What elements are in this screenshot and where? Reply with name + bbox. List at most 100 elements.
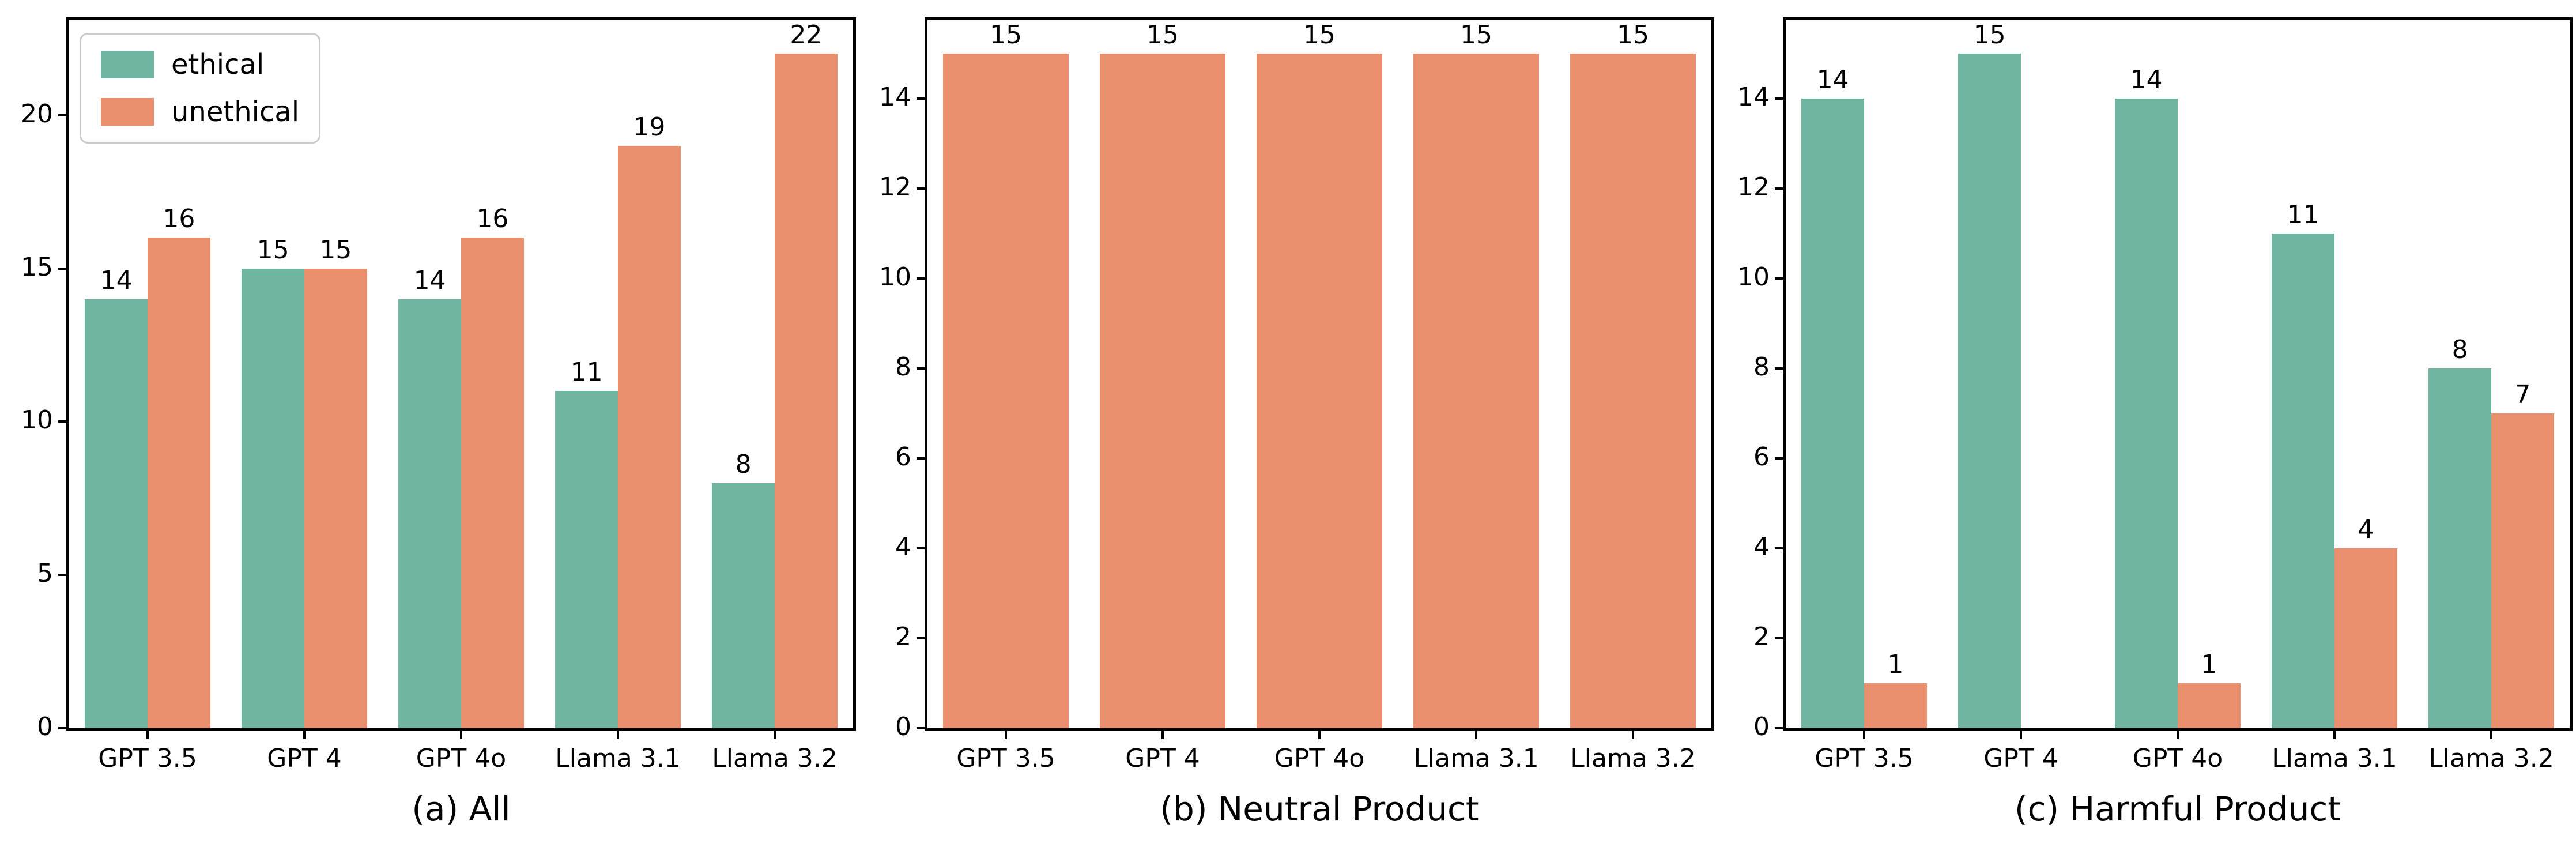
x-tick-label-gpt-4o: GPT 4o [2132,744,2223,773]
y-tick-mark [917,637,925,640]
y-tick-label: 20 [21,99,53,129]
x-tick-mark [460,731,462,739]
x-tick-label-gpt-4: GPT 4 [267,744,342,773]
y-tick-mark [58,420,66,423]
bar-value-label: 15 [1617,20,1649,50]
bar-value-label: 1 [2201,650,2217,680]
y-tick-label: 0 [1753,712,1770,741]
x-tick-mark [1318,731,1321,739]
bar-value-label: 11 [570,357,603,387]
x-tick-label-gpt-3-5: GPT 3.5 [956,744,1055,773]
y-tick-mark [58,267,66,270]
y-tick-label: 6 [895,442,911,472]
legend-swatch-ethical-icon [101,51,154,78]
legend-swatch-unethical-icon [101,98,154,126]
bar-unethical-llama-3-2 [775,54,838,728]
y-tick-mark [917,277,925,280]
bar-unethical-gpt-4o [461,238,524,728]
x-tick-mark [1632,731,1634,739]
y-tick-mark [917,727,925,729]
bar-unethical-llama-3-1 [1413,54,1539,728]
bar-value-label: 22 [790,20,823,50]
y-tick-label: 2 [1753,622,1770,652]
legend-entry-unethical: unethical [101,96,299,128]
y-tick-mark [1775,187,1783,190]
y-tick-mark [58,574,66,577]
bar-value-label: 1 [1887,650,1904,680]
y-tick-mark [917,187,925,190]
bar-unethical-gpt-4o [1257,54,1382,728]
x-tick-mark [2333,731,2336,739]
bar-unethical-llama-3-2 [1570,54,1696,728]
bar-ethical-gpt-4o [398,299,461,728]
y-tick-label: 0 [895,712,911,741]
bar-value-label: 11 [2287,200,2319,230]
x-tick-label-gpt-4o: GPT 4o [416,744,507,773]
x-tick-label-llama-3-1: Llama 3.1 [2272,744,2397,773]
caption-c: (c) Harmful Product [2014,789,2341,829]
bar-value-label: 14 [2130,65,2163,95]
bar-value-label: 8 [2451,335,2468,365]
bar-value-label: 16 [163,204,195,234]
x-tick-mark [2020,731,2022,739]
x-tick-mark [774,731,776,739]
subplot-c-harmful-product: (c) Harmful Product 0 2 4 6 8 10 12 14 GPT 3.5 GP… [1717,0,2575,851]
x-tick-label-gpt-4: GPT 4 [1125,744,1200,773]
x-tick-mark [146,731,149,739]
y-tick-label: 4 [895,532,911,562]
bar-value-label: 14 [413,265,446,295]
y-tick-mark [917,547,925,550]
y-tick-mark [1775,97,1783,100]
y-tick-label: 12 [879,172,911,202]
x-tick-label-llama-3-2: Llama 3.2 [1570,744,1696,773]
y-tick-mark [1775,277,1783,280]
bar-value-label: 14 [1816,65,1849,95]
x-tick-label-gpt-3-5: GPT 3.5 [1815,744,1914,773]
subplot-b-neutral-product: (b) Neutral Product 0 2 4 6 8 10 12 14 GPT 3.5 GP… [858,0,1717,851]
legend-label-ethical: ethical [171,48,265,81]
subplot-a-all: ethical unethical (a) All 0 5 10 15 20 GPT 3.… [0,0,858,851]
bar-value-label: 15 [257,235,289,265]
bar-ethical-gpt-4o [2115,99,2178,728]
x-tick-label-gpt-3-5: GPT 3.5 [98,744,197,773]
bar-ethical-gpt-3-5 [1801,99,1864,728]
bar-value-label: 15 [319,235,352,265]
caption-b: (b) Neutral Product [1160,789,1479,829]
x-tick-mark [1475,731,1477,739]
y-tick-label: 0 [37,712,53,741]
bar-value-label: 7 [2514,380,2531,410]
y-tick-mark [1775,457,1783,460]
y-tick-label: 10 [21,405,53,435]
y-tick-mark [917,367,925,370]
y-tick-mark [1775,727,1783,729]
legend-entry-ethical: ethical [101,48,299,81]
y-tick-mark [1775,547,1783,550]
x-tick-mark [617,731,619,739]
x-tick-mark [1863,731,1865,739]
bar-ethical-gpt-3-5 [85,299,148,728]
bar-unethical-llama-3-1 [618,145,681,728]
y-tick-mark [1775,637,1783,640]
x-tick-label-gpt-4o: GPT 4o [1274,744,1365,773]
x-tick-mark [2177,731,2179,739]
bar-value-label: 15 [1973,20,2006,50]
plot-area-c [1783,17,2573,731]
y-tick-mark [917,97,925,100]
bar-ethical-llama-3-2 [2428,368,2491,728]
y-tick-mark [58,727,66,729]
x-tick-mark [1161,731,1164,739]
bar-value-label: 16 [476,204,509,234]
y-tick-label: 8 [895,352,911,382]
x-tick-label-llama-3-1: Llama 3.1 [1413,744,1539,773]
bar-ethical-llama-3-2 [712,483,775,728]
bar-unethical-llama-3-2 [2491,413,2554,728]
y-tick-label: 4 [1753,532,1770,562]
bar-value-label: 15 [1303,20,1336,50]
bar-ethical-llama-3-1 [555,391,618,728]
bar-unethical-gpt-4 [1100,54,1225,728]
y-tick-label: 15 [21,252,53,282]
bar-value-label: 4 [2358,515,2374,545]
bar-value-label: 8 [735,449,752,479]
bar-ethical-gpt-4 [242,268,304,728]
y-tick-label: 10 [1737,262,1770,292]
